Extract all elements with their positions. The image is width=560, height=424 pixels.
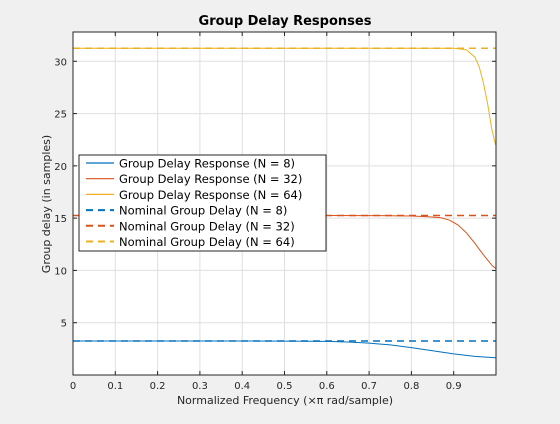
legend-label-4: Nominal Group Delay (N = 32) xyxy=(119,219,295,233)
x-tick-label: 0.2 xyxy=(150,381,166,392)
y-tick-label: 5 xyxy=(61,319,67,330)
y-tick-label: 25 xyxy=(54,110,67,121)
x-tick-label: 0.5 xyxy=(277,381,293,392)
y-tick-label: 20 xyxy=(54,162,67,173)
legend-label-3: Nominal Group Delay (N = 8) xyxy=(119,204,287,218)
legend: Group Delay Response (N = 8)Group Delay … xyxy=(78,154,327,252)
tick-marks xyxy=(72,32,496,375)
legend-label-5: Nominal Group Delay (N = 64) xyxy=(119,235,295,249)
x-tick-label: 0.6 xyxy=(319,381,335,392)
y-tick-label: 15 xyxy=(54,214,67,225)
x-tick-label: 0.4 xyxy=(234,381,250,392)
y-axis-label: Group delay (in samples) xyxy=(40,135,53,273)
y-tick-label: 10 xyxy=(54,266,67,277)
chart-title: Group Delay Responses xyxy=(199,14,372,29)
legend-label-1: Group Delay Response (N = 32) xyxy=(119,172,302,186)
x-tick-label: 0.8 xyxy=(403,381,419,392)
x-tick-label: 0.3 xyxy=(192,381,208,392)
series-line-0 xyxy=(73,340,496,359)
grid-lines xyxy=(73,32,496,375)
legend-box xyxy=(78,154,327,252)
tick-labels: 0 0.1 0.2 0.3 0.4 0.5 0.6 0.7 0.8 0.9 5 10 15 20 25 30 xyxy=(54,57,461,392)
x-tick-label: 0.9 xyxy=(446,381,462,392)
x-tick-label: 0 xyxy=(70,381,76,392)
x-axis-label: Normalized Frequency (×π rad/sample) xyxy=(177,394,393,407)
x-tick-label: 0.7 xyxy=(361,381,377,392)
legend-label-0: Group Delay Response (N = 8) xyxy=(119,157,295,171)
x-tick-label: 0.1 xyxy=(107,381,123,392)
series-line-2 xyxy=(73,47,497,146)
y-tick-label: 30 xyxy=(54,57,67,68)
legend-label-2: Group Delay Response (N = 64) xyxy=(119,188,302,202)
